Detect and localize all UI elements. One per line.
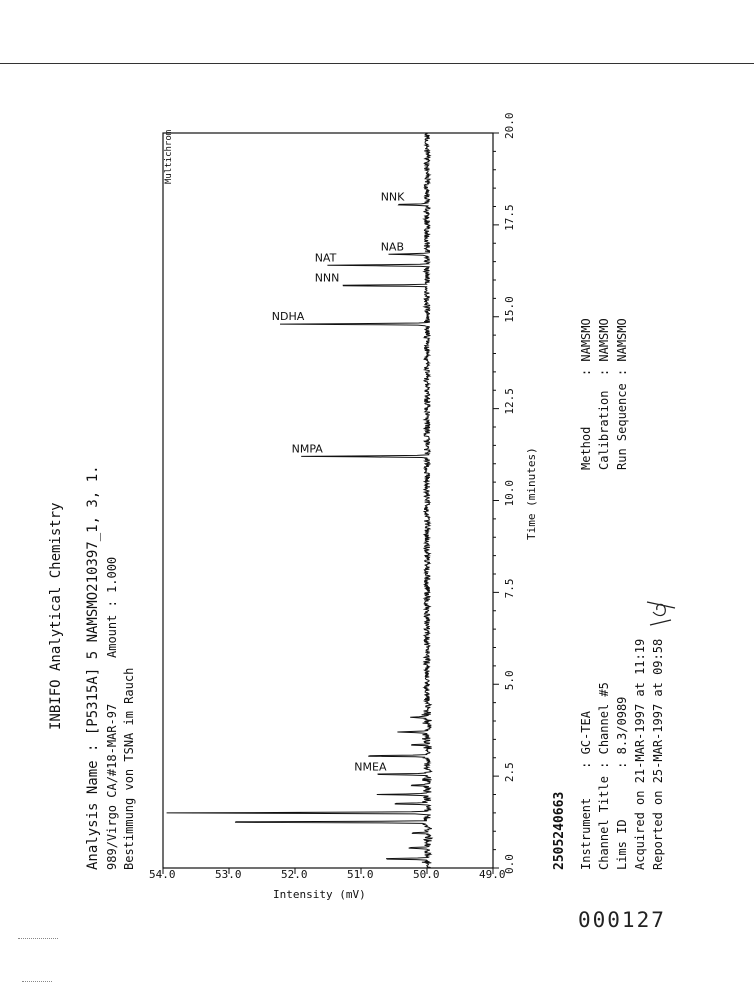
x-tick-label: 7.5 xyxy=(503,579,516,599)
peak-label-nmpa: NMPA xyxy=(292,442,324,455)
peak-labels: NMEA NMPA NDHA NNN NAT NAB NNK xyxy=(272,191,405,774)
sample-line: 989/Virgo CA/#18-MAR-97 xyxy=(105,704,119,870)
plot-frame xyxy=(162,132,494,869)
x-tick-label: 2.5 xyxy=(503,762,516,782)
footer-method: Method : NAMSMO xyxy=(579,318,593,470)
x-axis-ticks: 0.0 2.5 5.0 7.5 10.0 12.5 15.0 17.5 20.0 xyxy=(493,113,516,874)
y-tick-label: 51.0 xyxy=(347,868,374,881)
rotated-report-content: INBIFO Analytical Chemistry Analysis Nam… xyxy=(48,113,676,902)
peak-label-nat: NAT xyxy=(315,251,337,264)
y-tick-label: 50.0 xyxy=(413,868,440,881)
amount-line: Amount : 1.000 xyxy=(105,557,119,658)
footer-calibration: Calibration : NAMSMO xyxy=(597,318,611,470)
document-number: 000127 xyxy=(578,908,666,932)
y-axis-label: Intensity (mV) xyxy=(273,888,366,901)
peak-label-nnk: NNK xyxy=(381,191,405,204)
y-tick-label: 53.0 xyxy=(215,868,242,881)
peak-label-ndha: NDHA xyxy=(272,310,305,323)
scan-artifact xyxy=(22,981,52,983)
method-description-line: Bestimmung von TSNA im Rauch xyxy=(122,668,136,870)
footer-lims-id: Lims ID : 8.3/0989 xyxy=(615,697,629,870)
footer-instrument: Instrument : GC-TEA xyxy=(579,710,593,870)
x-tick-label: 20.0 xyxy=(503,113,516,140)
scan-artifact xyxy=(18,938,58,940)
x-tick-label: 12.5 xyxy=(503,388,516,415)
handwritten-initials xyxy=(646,601,676,626)
footer-channel: Channel Title : Channel #5 xyxy=(597,682,611,870)
x-axis-label: Time (minutes) xyxy=(525,447,538,540)
footer-method-info: Method : NAMSMO Calibration : NAMSMO Run… xyxy=(579,318,629,470)
y-tick-label: 49.0 xyxy=(479,868,506,881)
peak-label-nab: NAB xyxy=(381,240,404,253)
footer-acquired: Acquired on 21-MAR-1997 at 11:19 xyxy=(633,639,647,870)
multichrom-label: Multichrom xyxy=(164,130,174,184)
footer-instrument-info: Instrument : GC-TEA Channel Title : Chan… xyxy=(579,639,665,870)
barcode-number: 2505240663 xyxy=(552,792,567,870)
y-tick-label: 54.0 xyxy=(149,868,176,881)
x-tick-label: 5.0 xyxy=(503,670,516,690)
top-rule xyxy=(0,63,754,64)
x-tick-label: 17.5 xyxy=(503,204,516,231)
chromatogram-trace xyxy=(166,132,434,869)
chart-title: INBIFO Analytical Chemistry xyxy=(48,502,64,730)
footer-run-sequence: Run Sequence : NAMSMO xyxy=(615,318,629,470)
y-tick-label: 52.0 xyxy=(281,868,308,881)
peak-label-nmea: NMEA xyxy=(354,760,387,773)
y-axis-ticks: 54.0 53.0 52.0 51.0 50.0 49.0 Intensity (mV) xyxy=(149,868,506,901)
peak-label-nnn: NNN xyxy=(315,272,340,285)
x-tick-label: 0.0 xyxy=(503,854,516,874)
footer-reported: Reported on 25-MAR-1997 at 09:58 xyxy=(651,639,665,870)
plot-area: Multichrom 0.0 2.5 5.0 7.5 10.0 12.5 15.0 17.5 2… xyxy=(149,113,538,902)
analysis-name-line: Analysis Name : [P5315A] 5 NAMSMO210397_… xyxy=(85,465,101,870)
x-tick-label: 15.0 xyxy=(503,296,516,323)
x-tick-label: 10.0 xyxy=(503,480,516,507)
